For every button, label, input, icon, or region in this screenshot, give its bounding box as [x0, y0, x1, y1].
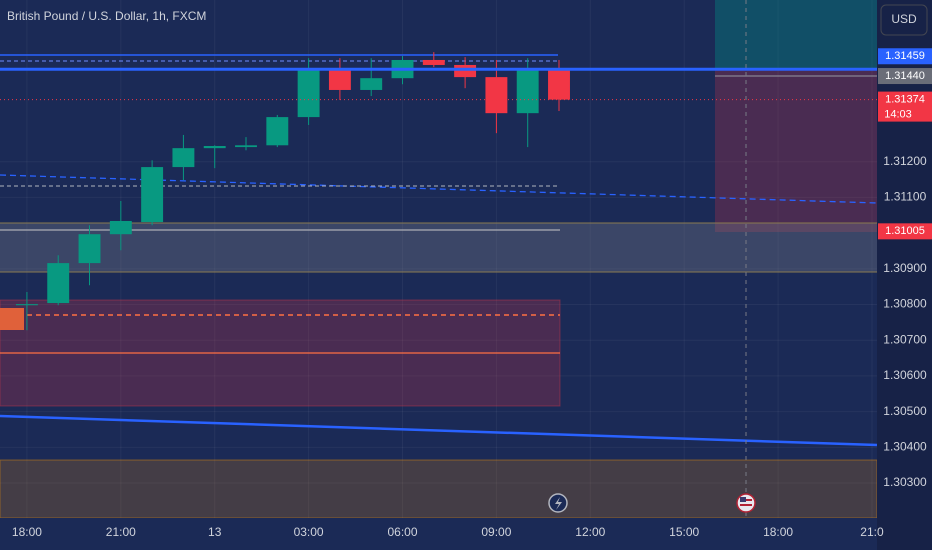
candle-body — [328, 69, 351, 90]
flag-stripe — [740, 504, 752, 506]
x-tick-label: 06:00 — [387, 525, 417, 539]
y-tick-label: 1.31100 — [884, 190, 927, 204]
candle-body — [203, 146, 226, 149]
x-tick-label: 12:00 — [575, 525, 605, 539]
x-tick-label: 21:00 — [106, 525, 136, 539]
loss-zone — [715, 70, 877, 232]
y-tick-label: 1.30700 — [883, 332, 927, 346]
candle-body — [141, 167, 164, 223]
price-label-box — [878, 48, 932, 65]
order-block — [0, 308, 24, 330]
price-label: 1.31440 — [885, 70, 925, 82]
currency-label: USD — [891, 12, 917, 26]
event-icon[interactable] — [736, 493, 756, 513]
candle-body — [297, 69, 320, 118]
chart-title: British Pound / U.S. Dollar, 1h, FXCM — [7, 9, 206, 23]
y-tick-label: 1.30600 — [883, 368, 927, 382]
profit-zone — [715, 0, 877, 70]
x-tick-label: 18:00 — [12, 525, 42, 539]
candle-body — [422, 59, 445, 65]
countdown-label: 14:03 — [884, 109, 912, 121]
price-label: 1.31374 — [885, 94, 925, 106]
candle-body — [360, 78, 383, 90]
x-tick-label: 21:0 — [860, 525, 884, 539]
support-zone — [0, 459, 877, 518]
price-label-box — [878, 68, 932, 85]
y-tick-label: 1.30300 — [883, 475, 927, 489]
trend-line — [0, 414, 877, 447]
candle-body — [47, 263, 70, 304]
y-tick-label: 1.30800 — [883, 297, 927, 311]
x-tick-label: 09:00 — [481, 525, 511, 539]
flag-canton — [740, 497, 746, 502]
y-tick-label: 1.30400 — [883, 439, 927, 453]
candle-body — [78, 234, 101, 264]
candle-body — [485, 77, 508, 114]
price-label: 1.31459 — [885, 50, 925, 62]
x-tick-label: 03:00 — [294, 525, 324, 539]
event-icon-glyph — [555, 497, 562, 510]
x-tick-label: 18:00 — [763, 525, 793, 539]
y-tick-label: 1.30900 — [883, 261, 927, 275]
price-label-box — [878, 91, 932, 122]
candle-body — [266, 117, 289, 146]
candle-body — [235, 145, 257, 148]
trend-line — [0, 174, 877, 204]
candle-body — [516, 68, 539, 114]
y-tick-label: 1.30500 — [883, 404, 927, 418]
candle-body — [109, 220, 132, 235]
candle-body — [454, 64, 477, 78]
candle-body — [172, 148, 195, 168]
drawings — [0, 0, 877, 518]
x-tick-label: 15:00 — [669, 525, 699, 539]
price-label: 1.31005 — [885, 225, 925, 237]
candle-body — [548, 68, 570, 100]
range-zone — [0, 223, 877, 272]
x-tick-label: 13 — [208, 525, 222, 539]
candle-body — [15, 304, 38, 306]
currency-button[interactable] — [880, 4, 928, 36]
price-label-box — [878, 223, 932, 240]
y-tick-label: 1.31200 — [883, 154, 927, 168]
